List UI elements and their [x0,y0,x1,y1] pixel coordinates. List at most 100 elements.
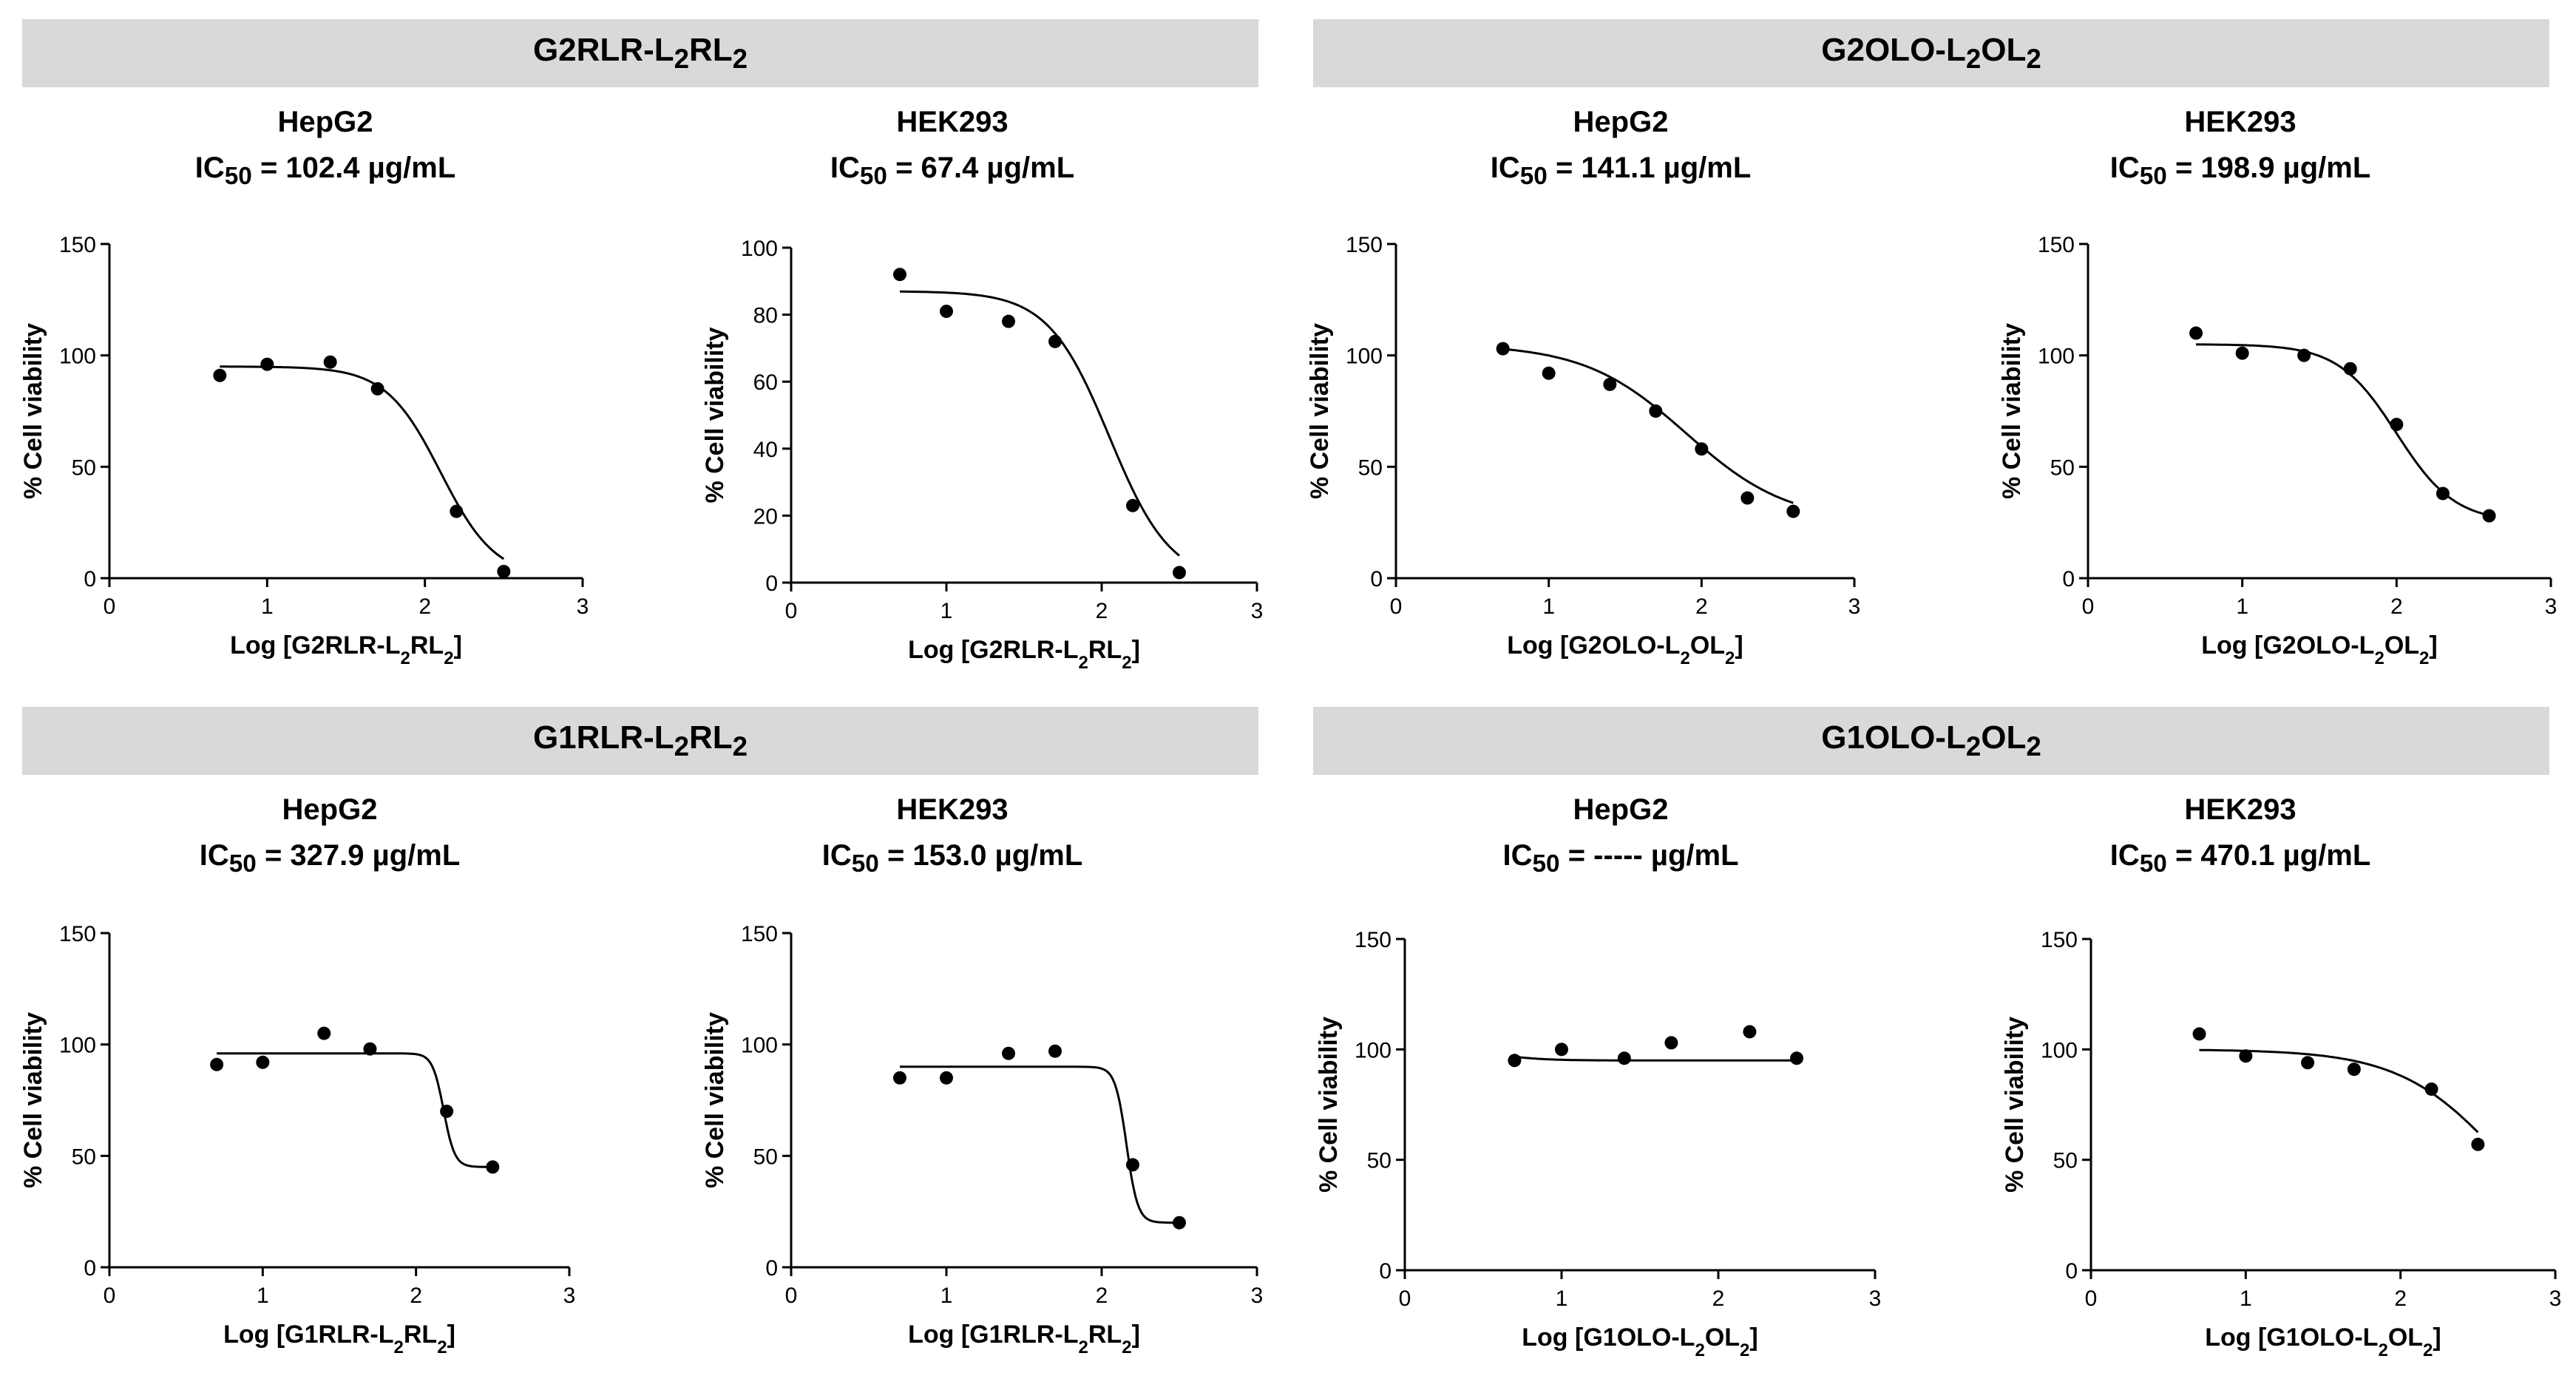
x-tick-label: 2 [1096,599,1108,623]
y-axis-label: % Cell viability [1306,323,1334,499]
ic50-label: IC50 = 327.9 µg/mL [199,839,461,878]
y-tick-label: 0 [2065,1259,2078,1284]
data-point [2482,509,2496,523]
y-tick-label: 0 [2062,567,2075,591]
data-point [1649,404,1663,418]
x-axis-label: Log [G2OLO-L2OL2] [1507,631,1743,668]
y-tick-label: 80 [753,304,778,328]
data-point [440,1105,454,1119]
data-point [1603,377,1617,391]
y-tick-label: 50 [2050,455,2075,480]
data-point [1542,366,1556,380]
data-point [260,357,274,371]
x-axis-label: Log [G2OLO-L2OL2] [2201,631,2437,668]
x-tick-label: 0 [785,1284,798,1308]
data-point [2436,487,2450,501]
data-point [893,1071,906,1085]
ic50-label: IC50 = 470.1 µg/mL [2109,839,2371,878]
y-tick-label: 100 [741,1034,778,1058]
x-tick-label: 3 [1251,1284,1264,1308]
y-tick-label: 100 [1355,1038,1392,1062]
data-point [2390,418,2404,432]
y-tick-label: 50 [1367,1149,1392,1173]
data-point [2192,1027,2206,1041]
y-tick-label: 0 [84,567,96,591]
dose-response-chart: 0 50 100 150 0 1 2 3 % Cell viability Log [G2OLO-… [1998,233,2557,668]
data-point [2239,1049,2253,1063]
ic50-label: IC50 = 102.4 µg/mL [194,152,456,190]
y-axis-label: % Cell viability [19,1012,47,1188]
y-tick-label: 150 [1355,928,1392,952]
x-axis-label: Log [G2RLR-L2RL2] [908,636,1140,673]
data-point [497,564,511,578]
x-tick-label: 3 [1251,599,1264,623]
y-tick-label: 150 [741,922,778,946]
x-axis-label: Log [G2RLR-L2RL2] [230,631,462,668]
dose-response-chart: 0 50 100 150 0 1 2 3 % Cell viability Log [G1OLO-… [1315,928,1881,1360]
y-axis-label: % Cell viability [19,323,47,499]
cell-line-name: HepG2 [1573,106,1669,138]
x-tick-label: 0 [104,594,116,619]
cell-line-name: HepG2 [277,106,373,138]
y-tick-label: 50 [1358,455,1383,480]
x-tick-label: 2 [1096,1284,1108,1308]
data-point [2297,348,2311,362]
x-tick-label: 0 [104,1284,116,1308]
data-point [363,1042,377,1056]
x-tick-label: 1 [940,1284,953,1308]
data-point [317,1026,331,1040]
y-tick-label: 100 [2038,345,2075,369]
x-tick-label: 0 [2085,1286,2098,1311]
panel-title: HepG2 IC50 = ----- µg/mL [1503,787,1739,887]
x-axis-label: Log [G1OLO-L2OL2] [2205,1323,2441,1360]
x-tick-label: 2 [2394,1286,2407,1311]
group-header-label: G2OLO-L2OL2 [1821,32,2041,74]
dose-response-chart: 0 50 100 150 0 1 2 3 % Cell viability Log [G2OLO-… [1306,233,1860,668]
data-point [323,355,337,369]
fit-curve [1514,1055,1797,1062]
x-tick-label: 2 [418,594,431,619]
y-tick-label: 50 [72,1145,96,1169]
data-point [210,1057,224,1071]
data-point [486,1160,500,1174]
y-tick-label: 150 [2038,233,2075,257]
y-axis-label: % Cell viability [701,327,729,503]
panel-title: HepG2 IC50 = 102.4 µg/mL [195,99,456,200]
x-axis-label: Log [G1OLO-L2OL2] [1522,1323,1758,1360]
data-point [2424,1082,2438,1096]
y-tick-label: 0 [1379,1259,1392,1284]
x-tick-label: 0 [1390,594,1403,619]
x-tick-label: 1 [2236,594,2248,619]
y-tick-label: 100 [2041,1038,2078,1062]
x-tick-label: 1 [257,1284,269,1308]
data-point [1126,498,1139,512]
y-tick-label: 40 [753,438,778,462]
data-point [1126,1158,1139,1172]
y-tick-label: 100 [59,345,96,369]
x-tick-label: 3 [2549,1286,2562,1311]
data-point [256,1055,270,1069]
x-tick-label: 2 [1695,594,1708,619]
ic50-label: IC50 = 153.0 µg/mL [821,839,1083,878]
group-header-label: G1RLR-L2RL2 [532,719,748,762]
y-axis-label: % Cell viability [1998,323,2026,499]
y-tick-label: 100 [1346,345,1383,369]
data-point [1173,566,1186,580]
x-tick-label: 3 [1869,1286,1882,1311]
y-tick-label: 100 [741,237,778,261]
x-tick-label: 3 [2545,594,2558,619]
data-point [1695,442,1709,456]
data-point [1496,342,1510,356]
y-tick-label: 50 [753,1145,778,1169]
y-tick-label: 150 [59,233,96,257]
y-tick-label: 150 [1346,233,1383,257]
fit-curve [900,1065,1179,1224]
cell-line-name: HEK293 [2184,106,2297,138]
x-tick-label: 3 [577,594,589,619]
panel-title: HepG2 IC50 = 327.9 µg/mL [200,787,461,887]
data-point [1002,314,1015,328]
group-header-g2rlr: G2RLR-L2RL2 [22,19,1258,87]
cell-line-name: HEK293 [896,106,1009,138]
x-tick-label: 2 [410,1284,422,1308]
